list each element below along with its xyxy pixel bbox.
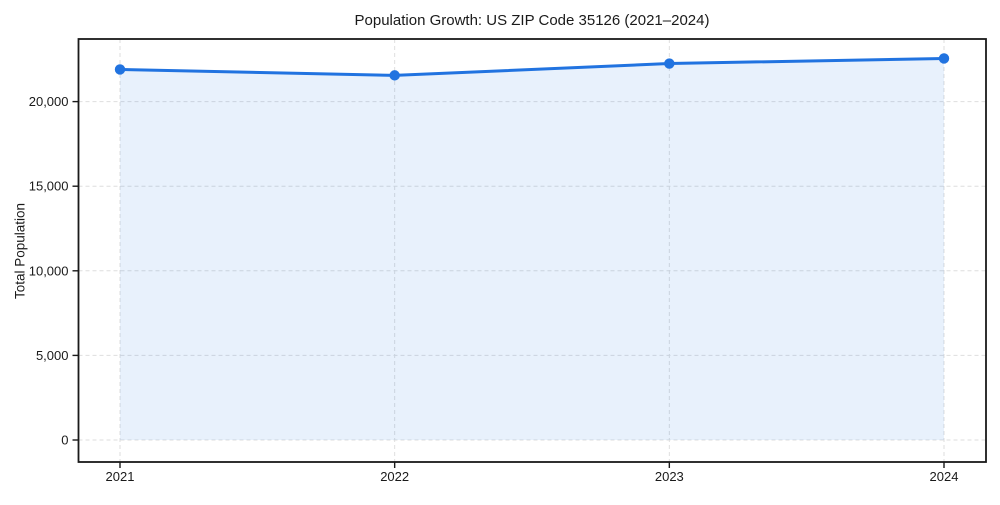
axes-box	[77, 38, 987, 463]
data-point	[389, 70, 400, 81]
svg-text:0: 0	[61, 433, 68, 448]
area-fill	[120, 58, 944, 441]
data-point	[938, 53, 950, 64]
y-axis-label: Total Population	[12, 202, 28, 300]
data-markers	[114, 53, 950, 81]
data-point	[114, 64, 126, 75]
chart-title: Population Growth: US ZIP Code 35126 (20…	[354, 12, 710, 29]
svg-text:5,000: 5,000	[36, 348, 69, 363]
y-tick-labels: 0 5,000 10,000 15,000 20,000	[29, 94, 69, 447]
svg-text:2023: 2023	[655, 469, 684, 484]
data-point	[664, 58, 675, 69]
svg-text:2021: 2021	[106, 469, 135, 484]
svg-text:15,000: 15,000	[29, 179, 69, 194]
svg-text:2024: 2024	[930, 469, 959, 484]
data-line	[118, 56, 946, 77]
x-tick-labels: 2021 2022 2023 2024	[106, 469, 959, 484]
gridlines	[78, 39, 986, 462]
svg-text:10,000: 10,000	[29, 263, 69, 278]
svg-text:20,000: 20,000	[29, 94, 69, 109]
svg-text:2022: 2022	[380, 469, 409, 484]
tick-marks	[72, 100, 945, 468]
